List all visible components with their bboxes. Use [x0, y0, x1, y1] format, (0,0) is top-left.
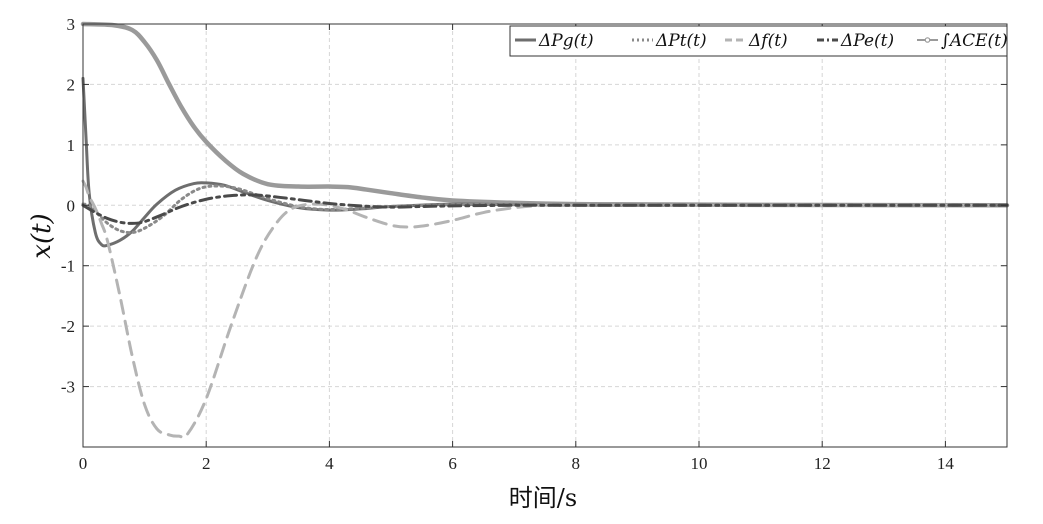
legend-entry-2: ΔPt(t)	[655, 31, 707, 51]
y-tick-label: -3	[61, 378, 75, 397]
series-line-1	[81, 76, 1009, 248]
y-axis-label: x(t)	[27, 213, 57, 258]
series-line-4	[81, 193, 1009, 225]
x-tick-label: 2	[202, 454, 211, 473]
axes-frame	[82, 23, 1008, 448]
legend-entry-4: ΔPe(t)	[840, 31, 894, 51]
legend-entry-3: Δf(t)	[748, 31, 788, 51]
legend-marker-5	[924, 37, 931, 43]
x-axis-label: 时间/s	[509, 484, 577, 512]
plot-area	[80, 21, 1010, 439]
series-line-2	[81, 184, 1009, 235]
legend-entry-1: ΔPg(t)	[538, 31, 594, 51]
legend: ΔPg(t) ΔPt(t) Δf(t) ΔPe(t) ∫ACE(t)	[509, 25, 1008, 57]
series-line-3	[81, 179, 1009, 439]
y-tick-label: 1	[67, 136, 76, 155]
y-tick-label: 0	[67, 196, 76, 215]
x-tick-label: 8	[572, 454, 581, 473]
y-tick-label: 2	[67, 75, 76, 94]
legend-entry-5: ∫ACE(t)	[941, 31, 1008, 51]
x-tick-label: 4	[325, 454, 334, 473]
y-tick-label: 3	[67, 15, 76, 34]
x-tick-label: 14	[937, 454, 955, 473]
y-tick-label: -1	[61, 257, 75, 276]
y-tick-label: -2	[61, 317, 75, 336]
x-tick-label: 10	[691, 454, 708, 473]
x-tick-label: 12	[814, 454, 831, 473]
grid	[83, 23, 1007, 447]
x-tick-label: 0	[79, 454, 88, 473]
x-tick-label: 6	[448, 454, 457, 473]
